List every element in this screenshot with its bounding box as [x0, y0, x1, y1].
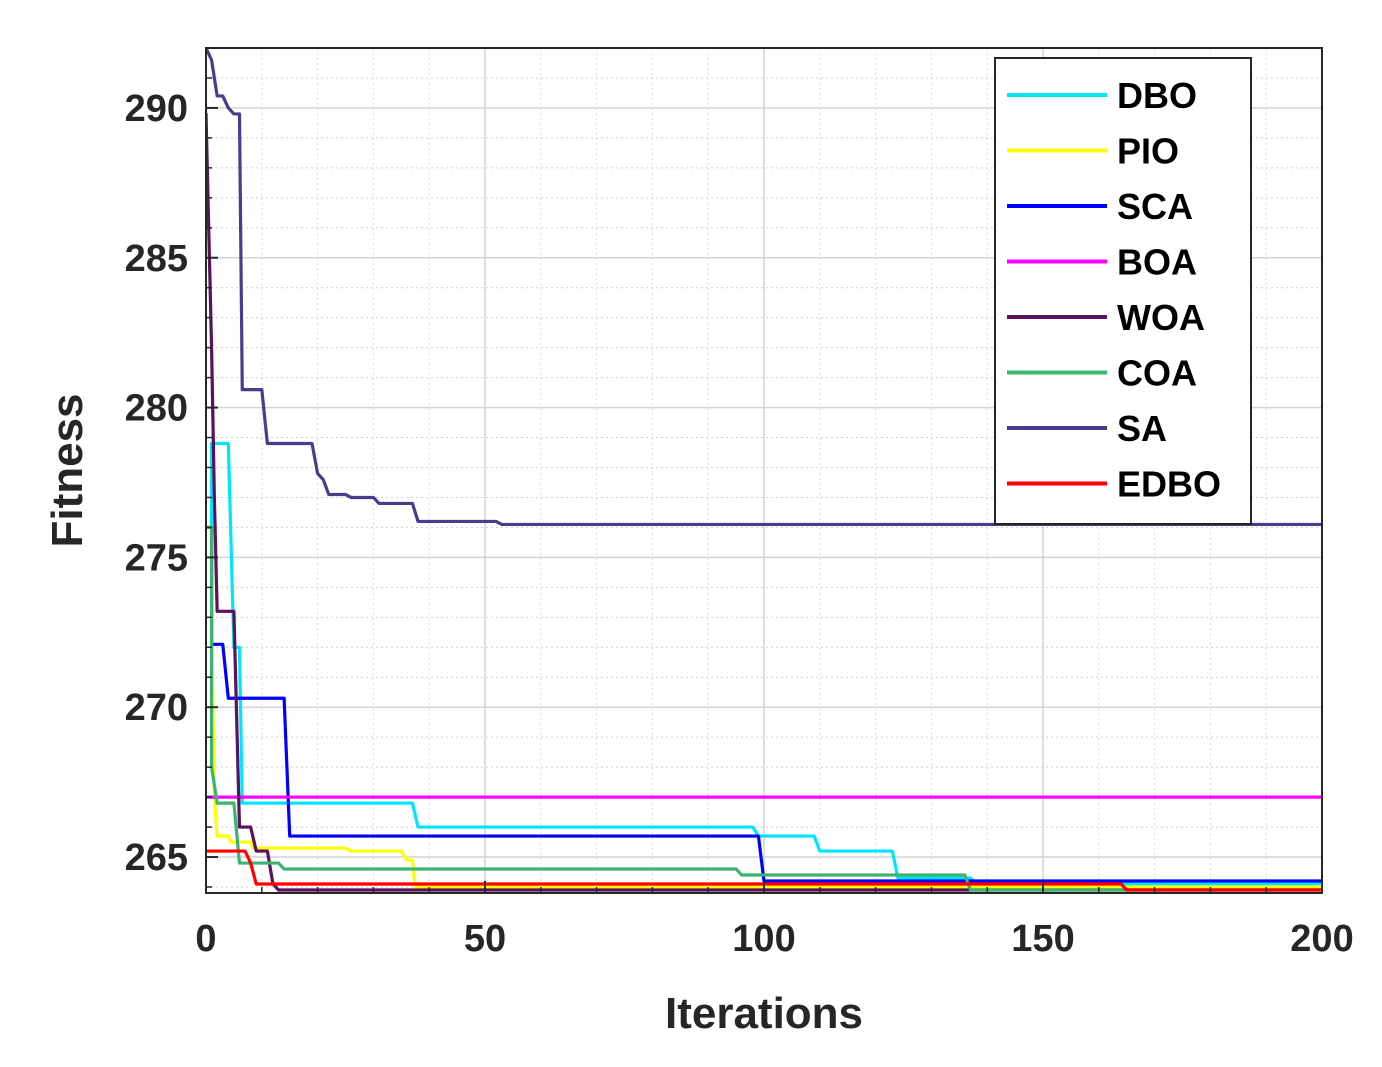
x-tick-label: 0: [195, 918, 216, 960]
legend-label-dbo: DBO: [1117, 75, 1197, 116]
legend-label-edbo: EDBO: [1117, 464, 1221, 505]
legend-label-coa: COA: [1117, 353, 1197, 394]
y-tick-label: 290: [125, 88, 188, 130]
x-tick-label: 150: [1011, 918, 1074, 960]
legend-box: [994, 57, 1252, 525]
x-axis-label: Iterations: [665, 989, 863, 1038]
y-tick-label: 270: [125, 687, 188, 729]
y-axis-label: Fitness: [43, 393, 92, 547]
series-line-dbo: [206, 441, 1322, 886]
series-line-edbo: [206, 849, 1322, 892]
y-tick-label: 285: [125, 238, 188, 280]
legend-label-sca: SCA: [1117, 186, 1193, 227]
x-tick-label: 50: [464, 918, 506, 960]
x-tick-label: 200: [1290, 918, 1353, 960]
x-tick-label: 100: [732, 918, 795, 960]
y-tick-label: 275: [125, 537, 188, 579]
axis-ticks: 265 270 275 280 285 290 0 50 100 150 200: [125, 47, 1354, 960]
series-line-sa: [206, 48, 1322, 527]
legend-label-boa: BOA: [1117, 242, 1197, 283]
legend: DBO PIO SCA BOA WOA COA SA EDBO: [994, 57, 1252, 525]
y-tick-label: 280: [125, 388, 188, 430]
legend-label-sa: SA: [1117, 408, 1167, 449]
legend-label-pio: PIO: [1117, 131, 1179, 172]
y-tick-label: 265: [125, 837, 188, 879]
legend-label-woa: WOA: [1117, 297, 1205, 338]
